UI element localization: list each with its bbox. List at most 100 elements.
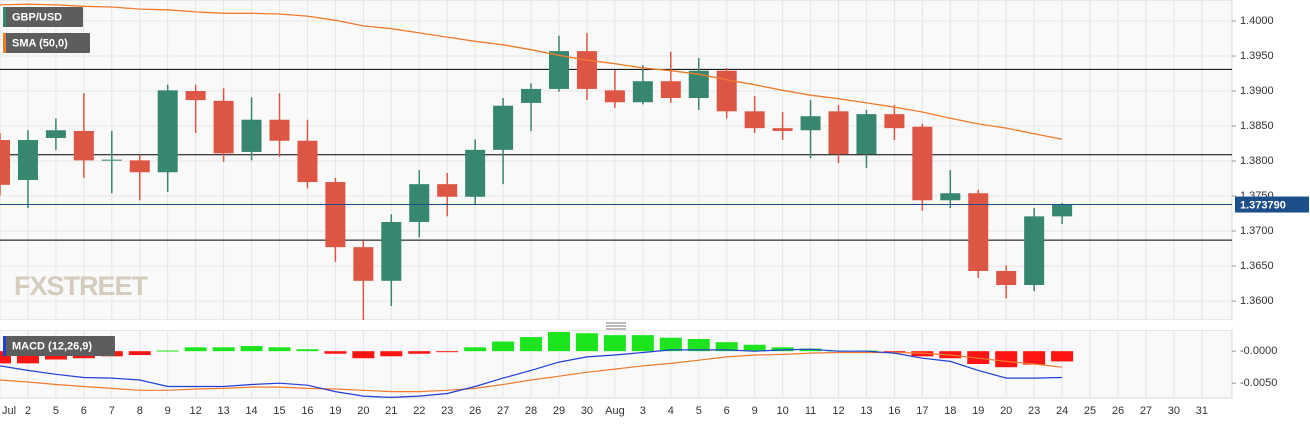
histogram-bar <box>0 351 11 364</box>
candle-body <box>660 81 681 99</box>
candle-body <box>101 159 122 161</box>
x-tick-label: 30 <box>1168 405 1180 417</box>
x-tick-label: 25 <box>1084 405 1096 417</box>
legend-entry: SMA (50,0) <box>12 37 68 49</box>
x-tick-label: Aug <box>605 405 625 417</box>
candle-body <box>73 130 94 161</box>
candle-body <box>800 116 821 131</box>
histogram-bar <box>575 333 598 352</box>
x-tick-label: 5 <box>696 405 702 417</box>
x-tick-label: 9 <box>752 405 758 417</box>
histogram-bar <box>548 331 570 352</box>
histogram-bar <box>352 351 375 359</box>
candle-body <box>912 126 933 201</box>
x-tick-label: 23 <box>441 405 453 417</box>
y-tick-label: 1.3600 <box>1240 295 1274 307</box>
candle-body <box>772 128 793 131</box>
x-tick-label: 4 <box>668 405 674 417</box>
candle-body <box>325 182 346 248</box>
legend-entry-box <box>3 7 83 27</box>
candle-body <box>744 111 765 129</box>
candle-body <box>409 184 430 222</box>
histogram-bar <box>408 351 431 354</box>
candle-body <box>1052 204 1073 217</box>
x-tick-label: 13 <box>217 405 229 417</box>
macd-title-swatch <box>3 336 6 356</box>
x-tick-label: 16 <box>301 405 313 417</box>
candle-body <box>381 221 402 281</box>
histogram-bar <box>995 351 1018 368</box>
histogram-bar <box>436 351 459 353</box>
histogram-bar <box>240 346 263 352</box>
y-tick-label: 1.3700 <box>1240 225 1274 237</box>
last-price-label: 1.373790 <box>1240 199 1286 211</box>
histogram-bar <box>1051 351 1074 362</box>
y-tick-label: 1.3900 <box>1240 85 1274 97</box>
histogram-bar <box>128 351 151 356</box>
histogram-bar <box>743 344 766 352</box>
histogram-bar <box>659 337 682 352</box>
histogram-bar <box>268 347 291 352</box>
x-tick-label: 20 <box>1000 405 1012 417</box>
watermark: FXSTREET <box>14 271 149 301</box>
candle-body <box>521 88 542 103</box>
candle-body <box>1024 216 1045 285</box>
histogram-bar <box>296 349 319 352</box>
x-tick-label: 21 <box>385 405 397 417</box>
x-tick-label: 24 <box>1056 405 1068 417</box>
macd-line <box>0 348 1063 399</box>
candle-body <box>185 91 206 101</box>
x-tick-label: 7 <box>109 405 115 417</box>
candle-body <box>241 119 262 152</box>
x-tick-label: 26 <box>469 405 481 417</box>
histogram-bar <box>464 347 487 352</box>
x-tick-label: 15 <box>273 405 285 417</box>
candle-body <box>0 140 10 185</box>
histogram-bar <box>156 350 179 352</box>
histogram-bar <box>380 351 403 357</box>
candle-body <box>968 193 989 271</box>
x-tick-label: 12 <box>832 405 844 417</box>
x-tick-label: 6 <box>81 405 87 417</box>
histogram-bar <box>492 341 515 352</box>
x-tick-label: 28 <box>525 405 537 417</box>
macd-title: MACD (12,26,9) <box>12 340 92 352</box>
x-tick-label: 12 <box>190 405 202 417</box>
x-tick-label: 26 <box>1112 405 1124 417</box>
candle-body <box>884 114 905 129</box>
legend-entry-swatch <box>3 33 6 53</box>
x-tick-label: 27 <box>497 405 509 417</box>
x-tick-label: 10 <box>776 405 788 417</box>
candle-body <box>297 140 318 183</box>
x-tick-label: Jul <box>2 405 16 417</box>
x-tick-label: 22 <box>413 405 425 417</box>
x-tick-label: 29 <box>553 405 565 417</box>
x-tick-label: 11 <box>805 405 816 417</box>
last-price-box <box>1235 196 1309 213</box>
candle-body <box>604 90 625 103</box>
x-tick-label: 2 <box>25 405 31 417</box>
candle-body <box>17 140 38 180</box>
x-tick-label: 9 <box>165 405 171 417</box>
x-tick-label: 16 <box>888 405 900 417</box>
histogram-bar <box>184 347 207 352</box>
candle-body <box>940 193 961 201</box>
x-tick-label: 8 <box>137 405 143 417</box>
x-tick-label: 5 <box>53 405 59 417</box>
histogram-bar <box>212 347 235 352</box>
legend-entry: GBP/USD <box>12 11 62 23</box>
y-tick-label: 1.4000 <box>1240 15 1274 27</box>
candle-body <box>353 247 374 281</box>
x-tick-label: 14 <box>245 405 257 417</box>
candle-body <box>45 130 66 138</box>
candle-body <box>549 51 569 89</box>
histogram-bar <box>1023 351 1046 365</box>
legend-entry-box <box>3 33 90 53</box>
histogram-bar <box>520 337 543 352</box>
histogram-bar <box>603 335 626 352</box>
x-tick-label: 17 <box>916 405 928 417</box>
candle-body <box>856 114 877 155</box>
x-tick-label: 27 <box>1140 405 1152 417</box>
x-tick-label: 19 <box>329 405 341 417</box>
